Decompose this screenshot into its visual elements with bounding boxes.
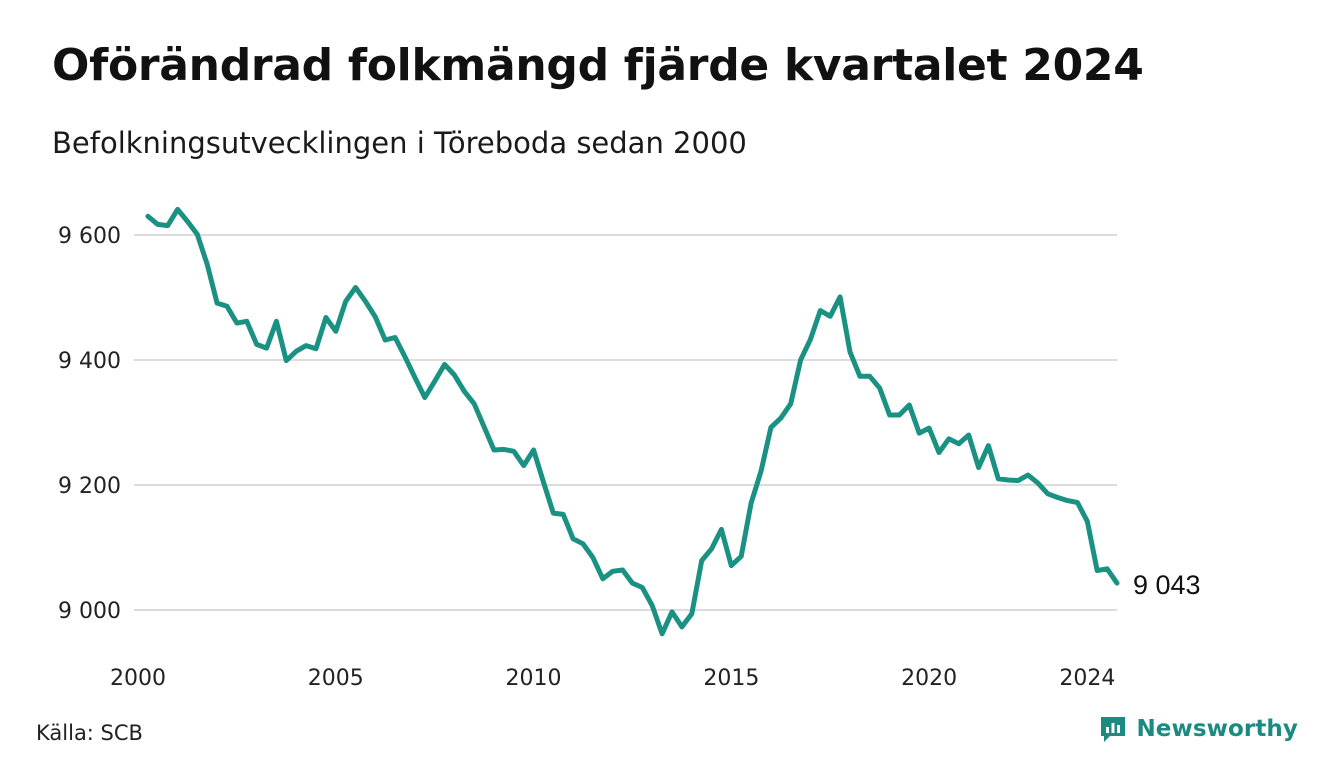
y-tick-label: 9 400 <box>58 349 121 374</box>
series-line-layer <box>145 206 1120 637</box>
end-label-layer: 9 043 <box>1133 570 1201 600</box>
chart-title: Oförändrad folkmängd fjärde kvartalet 20… <box>52 40 1144 91</box>
y-axis-tick-labels: 9 000 9 200 9 400 9 600 <box>58 224 121 624</box>
x-tick-label: 2010 <box>506 666 562 691</box>
x-tick-label: 2015 <box>703 666 759 691</box>
brand-name: Newsworthy <box>1136 716 1298 742</box>
line-chart: 9 000 9 200 9 400 9 600 2000 2005 2010 2015 202… <box>58 206 1201 691</box>
gridlines <box>134 234 1117 611</box>
end-value-label: 9 043 <box>1133 570 1201 600</box>
y-tick-label: 9 000 <box>58 599 121 624</box>
y-tick-label: 9 600 <box>58 224 121 249</box>
chart-subtitle: Befolkningsutvecklingen i Töreboda sedan… <box>52 126 747 160</box>
series-line <box>145 206 1120 637</box>
brand-logo[interactable]: Newsworthy <box>1098 714 1298 744</box>
source-note: Källa: SCB <box>36 721 143 745</box>
newsworthy-logo-icon <box>1101 717 1126 742</box>
x-tick-label: 2024 <box>1059 666 1115 691</box>
y-tick-label: 9 200 <box>58 474 121 499</box>
x-tick-label: 2000 <box>110 666 166 691</box>
x-tick-label: 2020 <box>901 666 957 691</box>
x-tick-label: 2005 <box>308 666 364 691</box>
x-axis-tick-labels: 2000 2005 2010 2015 2020 2024 <box>110 666 1115 691</box>
